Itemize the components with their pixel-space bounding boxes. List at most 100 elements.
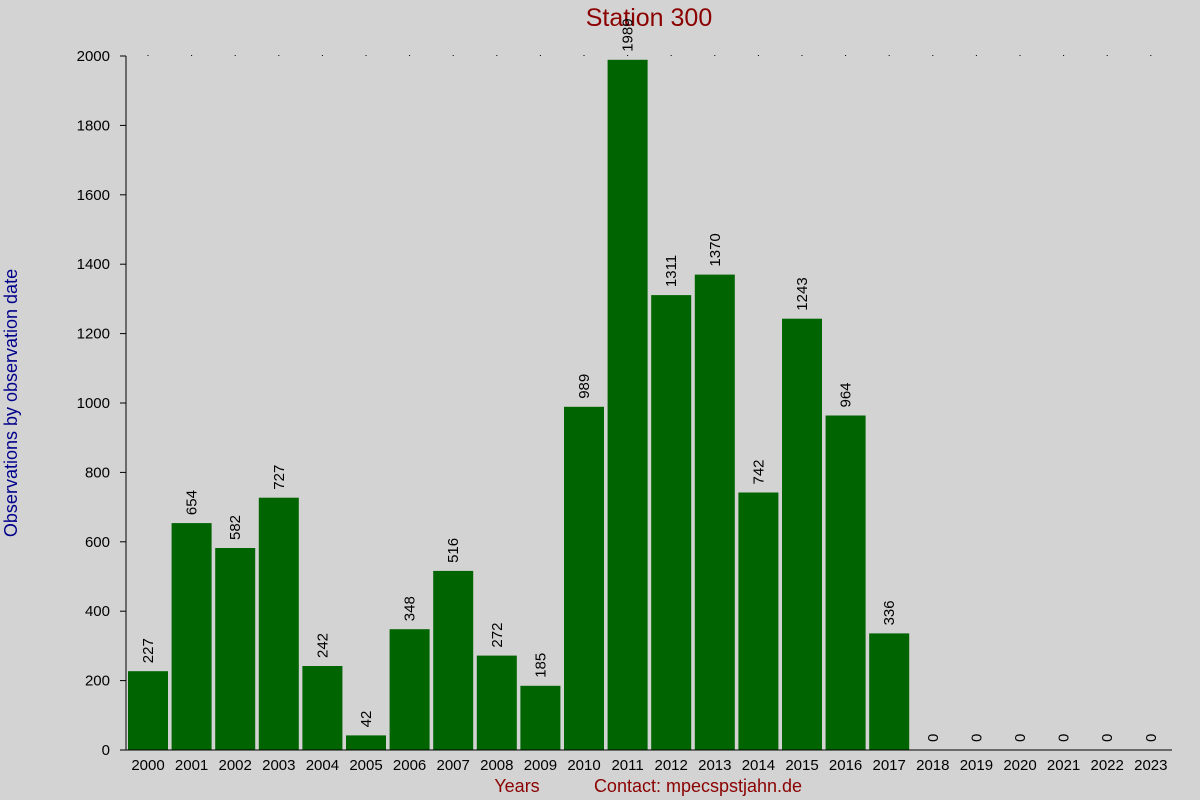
value-label-2001: 654	[184, 490, 201, 515]
bar-2012	[651, 295, 692, 750]
y-tick-label-2000: 2000	[77, 48, 110, 65]
grid-dot	[583, 55, 585, 56]
value-label-2019: 0	[968, 734, 985, 742]
value-label-2008: 272	[489, 623, 506, 648]
y-tick-label-1600: 1600	[77, 187, 110, 204]
x-axis-title: Years	[494, 776, 539, 796]
contact-note: Contact: mpecspstjahn.de	[594, 776, 802, 796]
x-tick-label-2013: 2013	[698, 757, 731, 774]
y-ticks-group: 0 200 400 600 800 1000 1200 1400 1600 1800 2000	[77, 48, 126, 759]
bar-2003	[258, 497, 299, 750]
bar-2016	[825, 415, 866, 750]
x-tick-label-2021: 2021	[1047, 757, 1080, 774]
x-tick-labels-group: 2000 2001 2002 2003 2004 2005 2006 2007 2008 2009…	[131, 757, 1167, 774]
y-tick-label-800: 800	[85, 464, 110, 481]
x-tick-label-2008: 2008	[480, 757, 513, 774]
bar-2015	[782, 318, 822, 750]
y-tick-label-1000: 1000	[77, 395, 110, 412]
grid-dot	[1063, 55, 1065, 56]
grid-dot	[670, 55, 672, 56]
y-tick-label-600: 600	[85, 534, 110, 551]
chart-title: Station 300	[586, 4, 713, 32]
x-tick-label-2000: 2000	[131, 757, 164, 774]
x-tick-label-2022: 2022	[1091, 757, 1124, 774]
grid-dot	[627, 55, 629, 56]
value-label-2009: 185	[532, 653, 549, 678]
grid-dot	[757, 55, 759, 56]
x-tick-label-2007: 2007	[437, 757, 470, 774]
grid-dot	[1150, 55, 1152, 56]
x-tick-label-2004: 2004	[306, 757, 339, 774]
x-tick-label-2018: 2018	[916, 757, 949, 774]
x-tick-label-2009: 2009	[524, 757, 557, 774]
grid-dot	[845, 55, 847, 56]
value-label-2006: 348	[402, 596, 419, 621]
grid-dot	[496, 55, 498, 56]
bar-2011	[607, 59, 648, 751]
value-label-2014: 742	[750, 459, 767, 484]
grid-dot	[409, 55, 411, 56]
grid-dot	[975, 55, 977, 56]
x-tick-label-2014: 2014	[742, 757, 775, 774]
x-tick-label-2002: 2002	[219, 757, 252, 774]
bar-2005	[346, 735, 386, 750]
value-label-2000: 227	[140, 638, 157, 663]
bar-2002	[215, 548, 256, 750]
y-tick-label-400: 400	[85, 603, 110, 620]
bar-2009	[520, 685, 561, 750]
x-tick-label-2023: 2023	[1134, 757, 1167, 774]
value-label-2004: 242	[314, 633, 331, 658]
x-tick-label-2006: 2006	[393, 757, 426, 774]
grid-dot	[714, 55, 716, 56]
bar-2008	[476, 655, 517, 750]
bar-2006	[389, 629, 430, 750]
x-tick-label-2015: 2015	[785, 757, 818, 774]
value-label-2017: 336	[881, 600, 898, 625]
y-axis-title: Observations by observation date	[1, 269, 21, 537]
x-tick-label-2001: 2001	[175, 757, 208, 774]
top-dotted-gridline	[147, 55, 1152, 56]
grid-dot	[888, 55, 890, 56]
grid-dot	[191, 55, 193, 56]
bar-2001	[171, 523, 212, 750]
x-tick-label-2005: 2005	[349, 757, 382, 774]
value-label-2010: 989	[576, 374, 593, 399]
y-tick-label-1400: 1400	[77, 256, 110, 273]
grid-dot	[932, 55, 934, 56]
value-label-2013: 1370	[707, 233, 724, 266]
value-label-2005: 42	[358, 711, 375, 728]
grid-dot	[365, 55, 367, 56]
value-label-2015: 1243	[794, 277, 811, 310]
x-tick-label-2003: 2003	[262, 757, 295, 774]
x-tick-label-2019: 2019	[960, 757, 993, 774]
value-label-2011: 1989	[620, 18, 637, 51]
x-tick-label-2012: 2012	[655, 757, 688, 774]
grid-dot	[234, 55, 236, 56]
bar-2013	[694, 274, 735, 750]
value-label-2020: 0	[1012, 734, 1029, 742]
value-label-2007: 516	[445, 538, 462, 563]
value-label-2021: 0	[1056, 734, 1073, 742]
y-tick-label-1800: 1800	[77, 117, 110, 134]
value-label-2023: 0	[1143, 734, 1160, 742]
value-label-2002: 582	[227, 515, 244, 540]
grid-dot	[452, 55, 454, 56]
y-tick-label-0: 0	[102, 742, 110, 759]
x-tick-label-2010: 2010	[567, 757, 600, 774]
y-tick-label-200: 200	[85, 673, 110, 690]
bar-2004	[302, 666, 343, 750]
grid-dot	[539, 55, 541, 56]
bar-2007	[433, 570, 474, 750]
x-tick-label-2017: 2017	[873, 757, 906, 774]
x-tick-label-2016: 2016	[829, 757, 862, 774]
value-label-2012: 1311	[663, 255, 680, 287]
value-label-2022: 0	[1099, 734, 1116, 742]
bar-2017	[869, 633, 910, 750]
value-label-2003: 727	[271, 465, 288, 490]
x-tick-label-2020: 2020	[1003, 757, 1036, 774]
grid-dot	[801, 55, 803, 56]
bar-2000	[128, 671, 168, 750]
grid-dot	[321, 55, 323, 56]
bars-group	[128, 59, 910, 751]
